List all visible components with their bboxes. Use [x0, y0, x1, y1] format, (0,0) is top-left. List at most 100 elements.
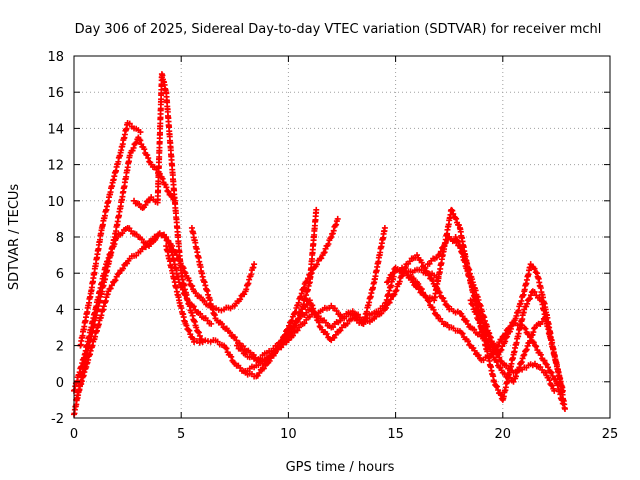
data-point: [251, 364, 258, 371]
y-tick-label: 14: [47, 122, 64, 137]
data-point: [385, 278, 392, 285]
data-point: [165, 239, 172, 246]
data-point: [518, 359, 525, 366]
data-point: [471, 326, 478, 333]
data-point: [130, 144, 137, 151]
data-point: [223, 325, 230, 332]
data-point: [396, 278, 403, 285]
data-point: [531, 288, 538, 295]
data-point: [301, 320, 308, 327]
data-point: [108, 249, 115, 256]
data-point: [189, 283, 196, 290]
y-axis-label: SDTVAR / TECUs: [7, 184, 22, 291]
data-point: [289, 332, 296, 339]
data-point: [399, 272, 406, 279]
data-point: [522, 325, 529, 332]
data-point: [517, 360, 524, 367]
data-point: [333, 307, 340, 314]
data-point: [487, 334, 494, 341]
data-point: [321, 249, 328, 256]
data-point: [436, 289, 443, 296]
data-point: [425, 298, 432, 305]
data-point: [187, 331, 194, 338]
data-point: [320, 250, 327, 257]
data-point: [383, 304, 390, 311]
data-point: [475, 352, 482, 359]
data-point: [484, 337, 491, 344]
data-point: [486, 330, 493, 337]
data-point: [532, 269, 539, 276]
data-point: [440, 295, 447, 302]
data-point: [218, 320, 225, 327]
data-point: [159, 175, 166, 182]
data-point: [294, 327, 301, 334]
data-point: [109, 182, 116, 189]
data-point: [442, 239, 449, 246]
data-point: [135, 249, 142, 256]
data-point: [522, 347, 529, 354]
data-point: [464, 338, 471, 345]
series-pass-2: [77, 119, 144, 349]
data-point: [278, 337, 285, 344]
data-point: [378, 310, 385, 317]
data-point: [315, 319, 322, 326]
data-point: [531, 342, 538, 349]
data-point: [510, 355, 517, 362]
data-point: [511, 317, 518, 324]
data-point: [540, 369, 547, 376]
data-point: [391, 291, 398, 298]
data-point: [545, 364, 552, 371]
data-point: [267, 353, 274, 360]
data-point: [434, 312, 441, 319]
data-point: [415, 286, 422, 293]
data-point: [260, 365, 267, 372]
data-point: [473, 311, 480, 318]
data-point: [490, 377, 497, 384]
series-pass-15: [467, 297, 549, 385]
data-point: [381, 227, 388, 234]
series-pass-3: [71, 224, 258, 394]
data-point: [104, 291, 111, 298]
data-point: [332, 331, 339, 338]
data-point: [261, 350, 268, 357]
data-point: [261, 356, 268, 363]
data-point: [201, 298, 208, 305]
data-point: [218, 341, 225, 348]
data-point: [425, 272, 432, 279]
data-point: [136, 201, 143, 208]
data-point: [541, 357, 548, 364]
y-tick-label: 12: [47, 159, 64, 174]
data-point: [161, 231, 168, 238]
data-point: [147, 159, 154, 166]
data-point: [184, 295, 191, 302]
data-point: [83, 363, 90, 370]
y-tick-label: 8: [56, 231, 64, 246]
data-point: [114, 271, 121, 278]
data-point: [546, 377, 553, 384]
data-point: [195, 329, 202, 336]
data-point: [550, 349, 557, 356]
data-point: [459, 330, 466, 337]
data-point: [515, 367, 522, 374]
data-point: [501, 370, 508, 377]
data-point: [337, 311, 344, 318]
series-pass-1: [71, 134, 178, 418]
data-point: [549, 373, 556, 380]
data-point: [318, 255, 325, 262]
data-point: [393, 287, 400, 294]
data-point: [441, 243, 448, 250]
data-point: [294, 317, 301, 324]
data-point: [444, 321, 451, 328]
data-point: [455, 238, 462, 245]
data-point: [327, 235, 334, 242]
data-point: [549, 382, 556, 389]
data-point: [542, 360, 549, 367]
data-point: [504, 333, 511, 340]
data-point: [433, 254, 440, 261]
data-point: [228, 353, 235, 360]
data-point: [459, 313, 466, 320]
data-point: [231, 334, 238, 341]
data-point: [223, 345, 230, 352]
data-point: [190, 286, 197, 293]
data-point: [493, 358, 500, 365]
